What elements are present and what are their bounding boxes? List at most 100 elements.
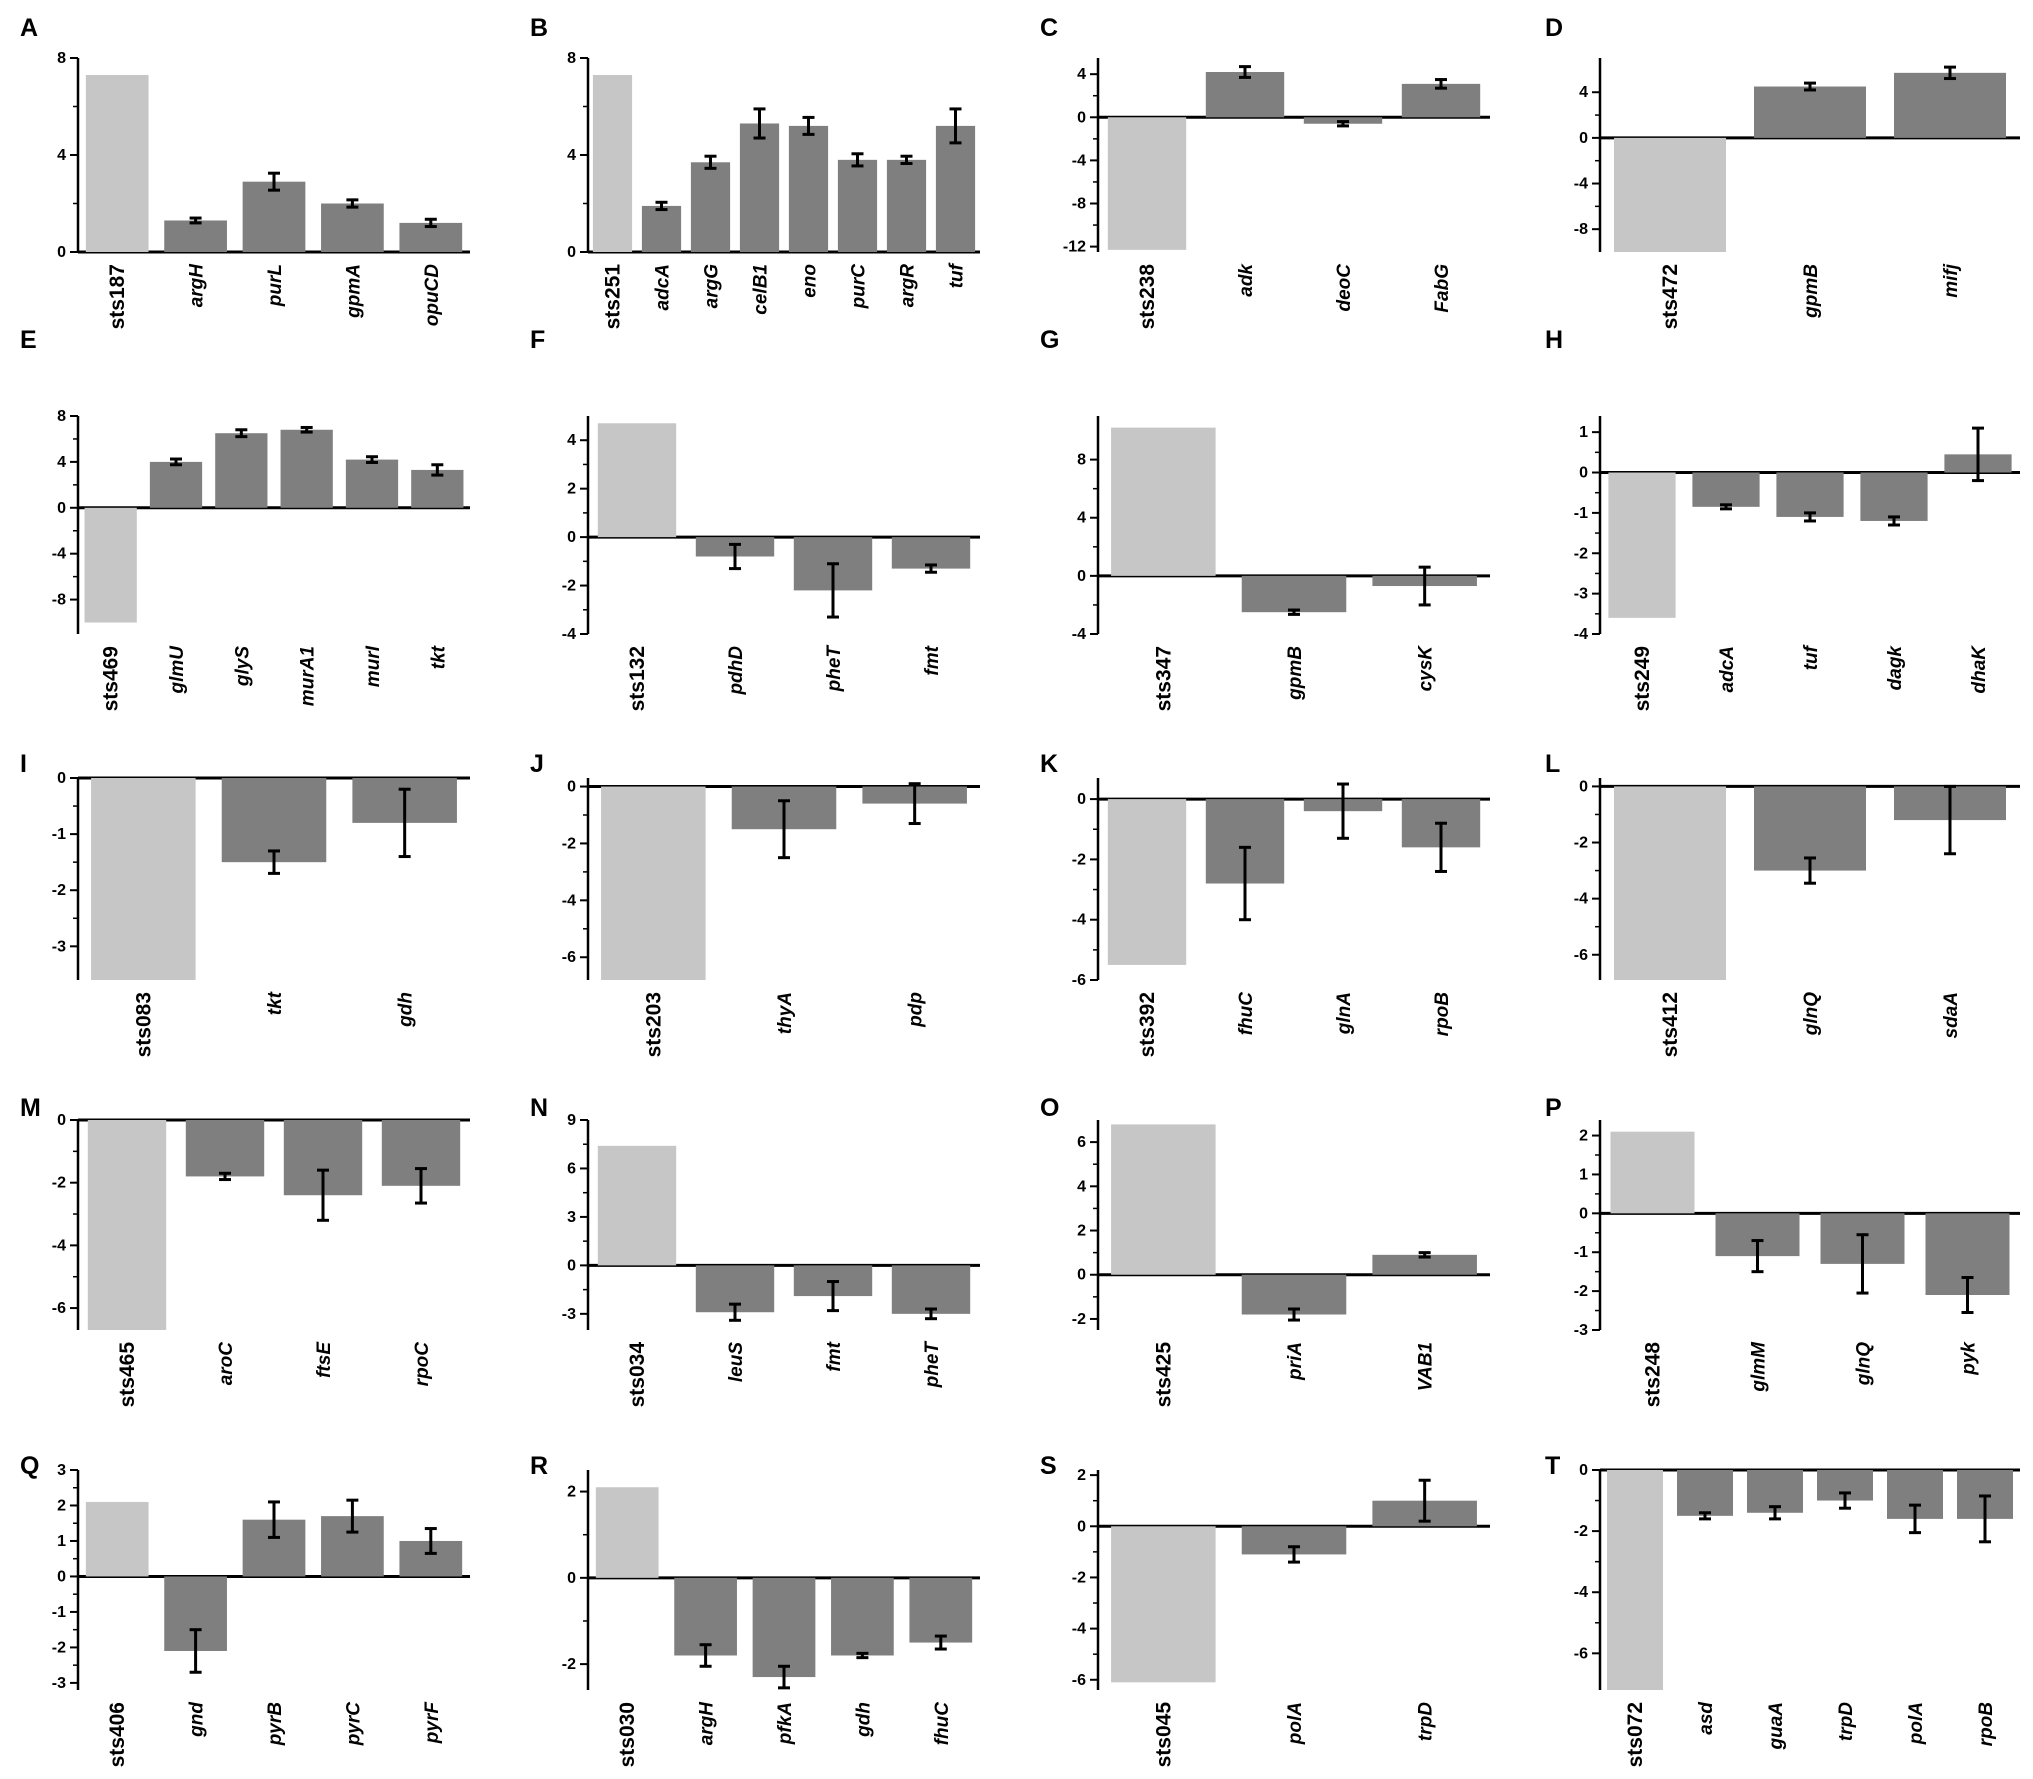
category-label: sts034 [626, 1342, 649, 1408]
category-label: purC [849, 264, 870, 310]
y-tick-label: -4 [1072, 626, 1086, 643]
panel-N: N -3 0 3 6 9 sts034 leuS fmt pheT [530, 1094, 980, 1407]
bar-sts187 [85, 74, 149, 252]
bar-tuf [935, 125, 976, 252]
category-label: fhuC [1236, 992, 1257, 1036]
category-label: adcA [1717, 646, 1738, 692]
bar-gdh [831, 1577, 894, 1656]
panel-letter: I [20, 750, 27, 778]
bar-fhuC [909, 1577, 973, 1643]
y-tick-label: -3 [562, 1306, 576, 1323]
y-tick-label: -2 [1574, 1283, 1588, 1300]
category-label: pyrC [343, 1702, 364, 1747]
category-label: sts203 [642, 992, 665, 1057]
panel-letter: E [20, 326, 37, 354]
y-tick-label: 0 [1077, 791, 1086, 808]
y-tick-label: 3 [57, 1462, 66, 1479]
category-label: tkt [265, 991, 286, 1015]
category-label: purL [265, 264, 286, 307]
y-tick-label: 0 [567, 779, 576, 796]
y-tick-label: -3 [52, 938, 66, 955]
category-label: sts406 [106, 1702, 129, 1767]
y-tick-label: -4 [52, 546, 66, 563]
panel-letter: O [1040, 1094, 1059, 1122]
y-tick-label: 0 [57, 1112, 66, 1129]
panel-A: A 0 4 8 sts187 argH purL gpmA opuCD [20, 14, 470, 329]
y-tick-label: 8 [57, 408, 66, 425]
bar-sts347 [1111, 427, 1216, 576]
category-label: aroC [216, 1342, 237, 1386]
category-label: sts469 [100, 646, 123, 711]
category-label: trpD [1416, 1702, 1437, 1741]
y-tick-label: 4 [1077, 1178, 1086, 1195]
bar-sts392 [1107, 799, 1187, 965]
y-tick-label: 2 [1579, 1128, 1588, 1145]
y-tick-label: -6 [562, 949, 576, 966]
y-tick-label: -2 [1072, 1311, 1086, 1328]
y-tick-label: 0 [1579, 778, 1588, 795]
category-label: sts030 [616, 1702, 639, 1767]
y-tick-label: 8 [567, 50, 576, 67]
category-label: deoC [1334, 264, 1355, 312]
bar-gpmB [1241, 575, 1347, 613]
y-tick-label: 2 [1077, 1223, 1086, 1240]
panel-letter: G [1040, 326, 1059, 354]
category-label: pfkA [775, 1702, 796, 1745]
y-tick-label: 0 [567, 244, 576, 261]
y-tick-label: 1 [1579, 1166, 1588, 1183]
category-label: sts251 [602, 264, 625, 330]
y-tick-label: -2 [1574, 1523, 1588, 1540]
panel-L: L -6 -4 -2 0 sts412 glnQ sdaA [1545, 750, 2020, 1057]
panel-E: E -8 -4 0 4 8 sts469 glmU glyS murA1 murI tkt [20, 326, 470, 711]
bar-sts034 [597, 1145, 677, 1266]
bar-purC [837, 159, 878, 252]
panel-letter: L [1545, 750, 1560, 778]
category-label: tuf [947, 262, 968, 288]
panel-letter: F [530, 326, 545, 354]
panel-letter: K [1040, 750, 1058, 778]
y-tick-label: -1 [52, 826, 66, 843]
y-tick-label: -4 [1072, 1621, 1086, 1638]
bar-argG [690, 162, 731, 252]
bar-glyS [215, 433, 268, 508]
panel-B: B 0 4 8 sts251 adcA argG celB1 eno purC argR tuf [530, 14, 980, 329]
y-tick-label: -4 [52, 1237, 66, 1254]
y-tick-label: 0 [1077, 1518, 1086, 1535]
bar-sts425 [1111, 1124, 1216, 1275]
y-tick-label: -8 [52, 592, 66, 609]
bar-sts072 [1607, 1470, 1663, 1690]
y-tick-label: 0 [1579, 1205, 1588, 1222]
y-tick-label: -1 [1574, 1244, 1588, 1261]
panel-letter: P [1545, 1094, 1562, 1122]
y-tick-label: -6 [1072, 972, 1086, 989]
panel-H: H -4 -3 -2 -1 0 1 sts249 adcA tuf dagk dhaK [1545, 326, 2020, 711]
bar-pheT [891, 1265, 971, 1314]
panel-Q: Q -3 -2 -1 0 1 2 3 sts406 gnd pyrB pyrC pyrF [20, 1452, 470, 1767]
y-tick-label: 4 [1077, 510, 1086, 527]
category-label: sts248 [1642, 1342, 1665, 1408]
category-label: ftsE [314, 1341, 335, 1378]
category-label: asd [1696, 1702, 1717, 1735]
y-tick-label: 6 [1077, 1134, 1086, 1151]
panel-J: J -6 -4 -2 0 sts203 thyA pdp [530, 750, 980, 1057]
bar-sts045 [1111, 1526, 1216, 1683]
y-tick-label: 4 [57, 147, 66, 164]
category-label: thyA [775, 992, 796, 1034]
y-tick-label: -8 [1072, 196, 1086, 213]
y-tick-label: 9 [567, 1112, 576, 1129]
bar-sts406 [85, 1501, 149, 1577]
y-tick-label: -4 [1072, 152, 1086, 169]
y-tick-label: -3 [1574, 1322, 1588, 1339]
category-label: glnQ [1801, 992, 1822, 1036]
category-label: sts425 [1152, 1342, 1175, 1408]
bar-murA1 [280, 429, 333, 508]
y-tick-label: 2 [1077, 1467, 1086, 1484]
y-tick-label: 0 [57, 244, 66, 261]
y-tick-label: -1 [52, 1604, 66, 1621]
category-label: adk [1236, 263, 1257, 297]
category-label: sts045 [1152, 1702, 1175, 1768]
category-label: sts083 [132, 992, 155, 1057]
y-tick-label: 4 [567, 432, 576, 449]
panel-letter: D [1545, 14, 1563, 42]
bar-gpmA [321, 203, 384, 252]
